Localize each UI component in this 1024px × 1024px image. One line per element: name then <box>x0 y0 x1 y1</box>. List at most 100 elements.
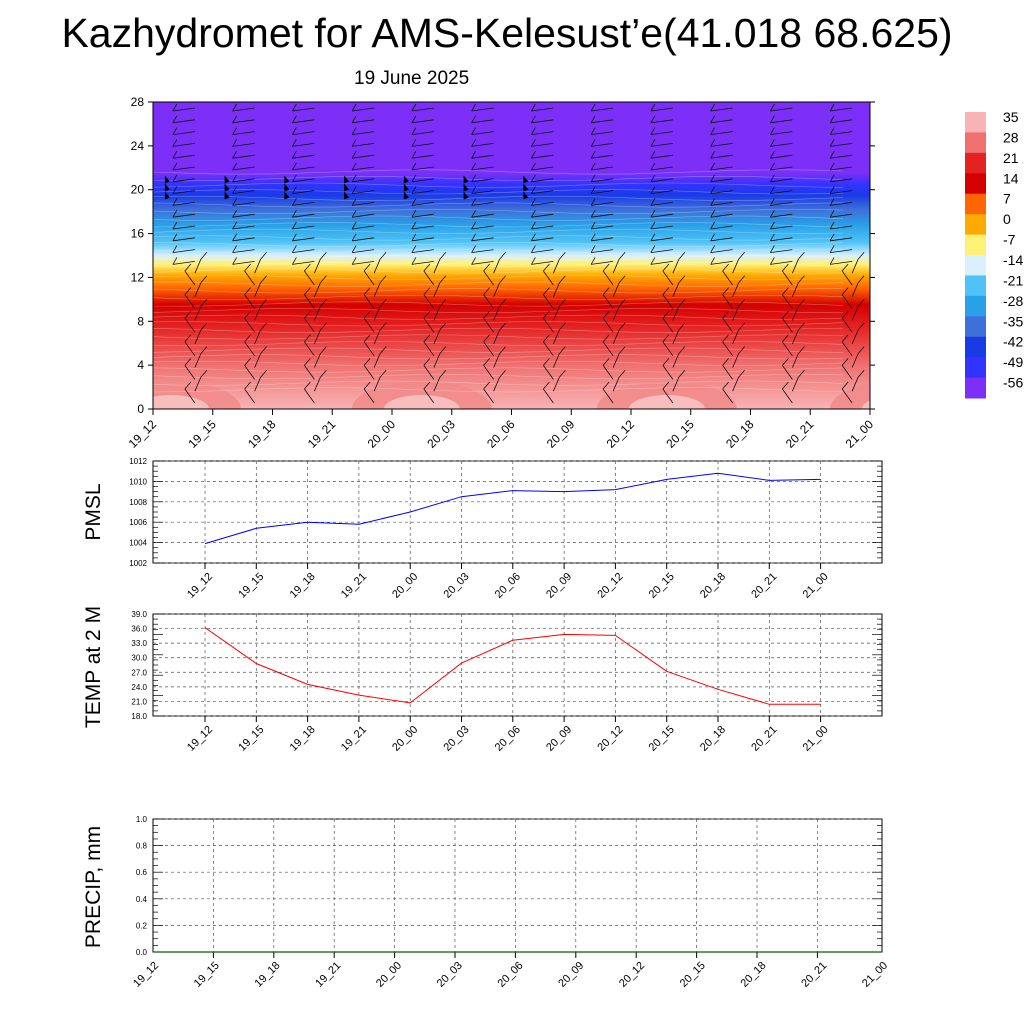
y-axis-label: TEMP at 2 M <box>82 606 105 728</box>
isoline <box>153 288 843 294</box>
wind-barb <box>650 131 673 135</box>
colorbar-swatch <box>965 275 986 297</box>
wind-barb <box>172 190 195 194</box>
wind-barb <box>792 377 799 392</box>
wind-barb-flag <box>260 275 267 284</box>
wind-barb <box>232 154 255 159</box>
wind-barb-flag <box>232 221 237 230</box>
wind-barb-flag <box>738 299 745 307</box>
wind-barb-flag <box>244 263 251 272</box>
wind-barb-flag <box>738 275 745 284</box>
wind-barb <box>433 259 441 274</box>
wind-barb-flag <box>559 322 566 331</box>
wind-barb-flag <box>590 257 596 265</box>
wind-barb <box>292 131 315 135</box>
x-tick-label: 19_21 <box>313 960 343 990</box>
wind-barb-flag <box>304 358 311 366</box>
wind-barb <box>830 178 853 183</box>
wind-barb <box>710 166 733 171</box>
wind-barb <box>830 119 853 124</box>
wind-barb-flag <box>857 322 865 331</box>
x-tick-label: 20_15 <box>647 724 677 754</box>
wind-barb <box>194 282 202 297</box>
wind-barb <box>710 261 733 265</box>
wind-barb-flag <box>471 162 476 171</box>
wind-barb <box>411 202 434 206</box>
wind-barb-flag <box>320 346 327 354</box>
wind-barb <box>483 388 494 404</box>
pmsl-series-line <box>204 472 821 545</box>
colorbar-label: 21 <box>1003 150 1019 166</box>
wind-barb <box>792 306 799 321</box>
wind-barb-flag <box>662 334 670 343</box>
wind-barb <box>650 119 673 124</box>
wind-barb <box>531 225 554 230</box>
wind-barb-flag <box>710 115 715 123</box>
wind-barb <box>411 190 434 194</box>
wind-barb-flag <box>678 346 686 354</box>
wind-barb-flag <box>363 310 371 319</box>
surface-warm-cells <box>153 381 870 409</box>
wind-barb-flag <box>304 263 311 272</box>
wind-barb <box>612 306 620 321</box>
wind-barb <box>292 178 315 183</box>
wind-barb <box>244 294 255 309</box>
wind-barb <box>194 353 202 368</box>
wind-barb-flag <box>172 127 178 135</box>
colorbar-swatch <box>965 173 986 195</box>
temp-chart: 18.0 21.0 24.0 27.0 30.0 33.0 36.0 39.0 19_12 19_… <box>82 606 883 754</box>
wind-barb-flag <box>602 287 610 295</box>
wind-barb <box>254 306 261 321</box>
wind-barb <box>352 190 375 194</box>
wind-barb-flag <box>782 334 789 343</box>
wind-barb <box>722 365 733 380</box>
wind-barb <box>373 377 381 392</box>
wind-barb-flag <box>483 287 490 295</box>
wind-barb-flag <box>172 139 178 147</box>
wind-barb <box>411 166 434 171</box>
wind-barb <box>710 143 733 147</box>
wind-barb-flag <box>232 174 237 182</box>
wind-barb <box>483 270 494 286</box>
wind-barb <box>841 365 853 380</box>
wind-barb-flag <box>292 221 297 230</box>
wind-barb <box>373 306 381 321</box>
wind-barb <box>851 353 859 368</box>
wind-barb-flag <box>678 251 686 260</box>
wind-barb-flag <box>829 139 835 147</box>
wind-barb <box>232 107 255 112</box>
wind-barb <box>732 306 739 321</box>
wind-barb <box>531 202 554 206</box>
wind-barb-flag <box>423 381 431 390</box>
x-tick-label: 19_18 <box>288 724 318 754</box>
x-tick-label: 20_03 <box>435 960 465 990</box>
colorbar-label: 28 <box>1003 129 1019 145</box>
wind-barb <box>483 365 494 380</box>
wind-barb <box>841 341 853 357</box>
wind-barb-flag <box>531 233 536 241</box>
wind-barb-flag <box>499 251 506 260</box>
wind-barb-flag <box>379 299 387 307</box>
wind-barb <box>184 294 196 309</box>
wind-barb <box>232 225 255 230</box>
wind-barb-flag <box>411 162 417 171</box>
wind-barb-flag <box>292 103 297 112</box>
wind-barb-flag <box>439 251 447 260</box>
wind-barb-flag <box>857 299 865 307</box>
wind-barb <box>254 259 261 274</box>
wind-barb-flag <box>172 233 178 241</box>
wind-barb-flag <box>602 334 610 343</box>
precip-chart: 0.0 0.2 0.4 0.6 0.8 1.0 19_12 19_15 19_18 19_21 20… <box>82 815 890 990</box>
wind-barb <box>672 353 680 368</box>
wind-barb <box>172 166 195 171</box>
wind-barb-flag <box>351 198 357 206</box>
wind-barb <box>531 131 554 135</box>
wind-barb-flag <box>411 257 417 265</box>
y-tick-label: 28 <box>131 95 145 109</box>
wind-barb-flag <box>304 381 311 390</box>
wind-barb <box>591 213 614 218</box>
wind-barb-flag <box>471 151 476 159</box>
wind-barb-flag <box>232 151 237 159</box>
wind-barb <box>254 377 261 392</box>
cross-section-chart: 0 4 8 12 16 20 24 28 19_12 19_15 19_18 19_21 20_00 20… <box>126 95 877 451</box>
